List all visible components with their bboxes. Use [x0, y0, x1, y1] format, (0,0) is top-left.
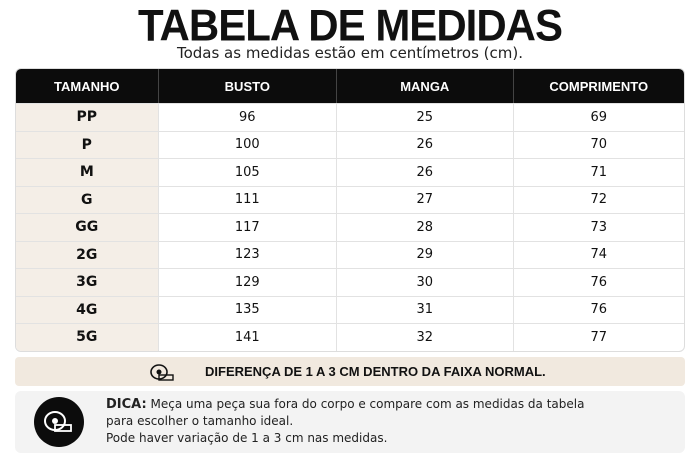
value-cell: 123 [157, 241, 336, 268]
notice-text: DIFERENÇA DE 1 A 3 CM DENTRO DA FAIXA NO… [205, 364, 546, 379]
table-row: 5G 141 32 77 [16, 323, 684, 351]
table-row: 3G 129 30 76 [16, 268, 684, 296]
value-cell: 77 [512, 324, 684, 351]
value-cell: 129 [157, 269, 336, 296]
size-cell: M [16, 159, 158, 186]
size-cell: G [16, 186, 158, 213]
tip-box: DICA: Meça uma peça sua fora do corpo e … [15, 391, 685, 453]
value-cell: 117 [157, 214, 336, 241]
value-cell: 135 [157, 296, 336, 323]
tip-icon [34, 397, 84, 447]
value-cell: 25 [336, 104, 512, 131]
subtitle: Todas as medidas estão em centímetros (c… [176, 44, 524, 62]
size-table: TAMANHO BUSTO MANGA COMPRIMENTO PP 96 25 69 P 100… [15, 68, 685, 352]
value-cell: 30 [336, 269, 512, 296]
value-cell: 69 [512, 104, 684, 131]
value-cell: 76 [512, 296, 684, 323]
header-row: TAMANHO BUSTO MANGA COMPRIMENTO [16, 69, 684, 103]
table-row: 4G 135 31 76 [16, 295, 684, 323]
value-cell: 96 [157, 104, 336, 131]
value-cell: 111 [157, 186, 336, 213]
tip-label: DICA: [106, 397, 147, 412]
tip-line: Pode haver variação de 1 a 3 cm nas medi… [106, 431, 388, 445]
table-row: PP 96 25 69 [16, 103, 684, 131]
column-header: COMPRIMENTO [512, 69, 684, 103]
table-row: M 105 26 71 [16, 158, 684, 186]
size-cell: PP [16, 104, 158, 131]
size-cell: P [16, 131, 158, 158]
value-cell: 26 [336, 159, 512, 186]
column-header: BUSTO [157, 69, 336, 103]
size-cell: 5G [16, 324, 158, 351]
value-cell: 72 [512, 186, 684, 213]
tip-line: para escolher o tamanho ideal. [106, 414, 294, 428]
value-cell: 26 [336, 131, 512, 158]
value-cell: 100 [157, 131, 336, 158]
value-cell: 141 [157, 324, 336, 351]
value-cell: 74 [512, 241, 684, 268]
size-cell: GG [16, 214, 158, 241]
value-cell: 71 [512, 159, 684, 186]
tape-icon [150, 364, 174, 381]
value-cell: 70 [512, 131, 684, 158]
value-cell: 28 [336, 214, 512, 241]
tip-text: DICA: Meça uma peça sua fora do corpo e … [106, 396, 584, 447]
value-cell: 105 [157, 159, 336, 186]
value-cell: 29 [336, 241, 512, 268]
notice-bar: DIFERENÇA DE 1 A 3 CM DENTRO DA FAIXA NO… [15, 357, 685, 386]
table-row: 2G 123 29 74 [16, 240, 684, 268]
tip-line: Meça uma peça sua fora do corpo e compar… [150, 397, 585, 411]
title: TABELA DE MEDIDAS [138, 0, 563, 51]
column-header: TAMANHO [54, 78, 120, 94]
size-cell: 4G [16, 296, 158, 323]
size-cell: 3G [16, 269, 158, 296]
value-cell: 27 [336, 186, 512, 213]
value-cell: 32 [336, 324, 512, 351]
table-row: GG 117 28 73 [16, 213, 684, 241]
value-cell: 31 [336, 296, 512, 323]
value-cell: 73 [512, 214, 684, 241]
column-header: MANGA [336, 69, 512, 103]
size-cell: 2G [16, 241, 158, 268]
table-row: P 100 26 70 [16, 130, 684, 158]
value-cell: 76 [512, 269, 684, 296]
table-row: G 111 27 72 [16, 185, 684, 213]
